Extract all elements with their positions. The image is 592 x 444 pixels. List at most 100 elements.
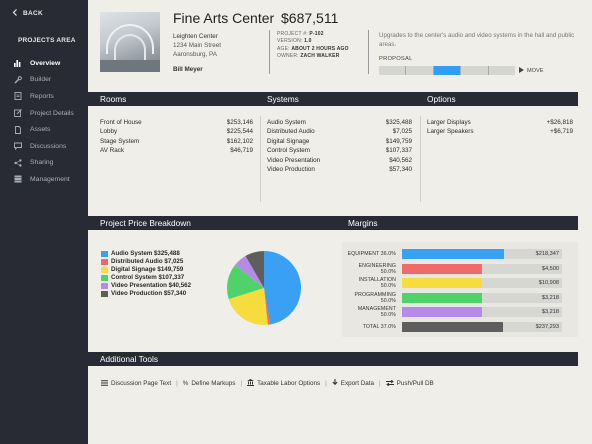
sidebar-item-sharing[interactable]: Sharing — [0, 155, 88, 172]
sidebar-item-discussions[interactable]: Discussions — [0, 138, 88, 155]
breakdown-pie-chart — [227, 251, 302, 325]
swap-icon — [385, 379, 394, 388]
address-city: Aaronsburg, PA — [173, 51, 217, 58]
legend-swatch — [101, 259, 108, 265]
list-item[interactable]: Video Presentation $40,562 — [267, 156, 412, 165]
sidebar-item-label: Project Details — [30, 109, 74, 117]
project-owner: ZACH WALKER — [300, 52, 340, 59]
legend-swatch — [101, 251, 108, 257]
margin-value: $237,293 — [535, 323, 559, 330]
sidebar-nav: Overview Builder Reports Project Details… — [0, 55, 88, 188]
sidebar-item-builder[interactable]: Builder — [0, 72, 88, 89]
system-value: $7,025 — [392, 128, 412, 136]
sidebar-item-overview[interactable]: Overview — [0, 55, 88, 72]
list-item[interactable]: Stage System $162,102 — [100, 137, 253, 146]
projects-area-title: PROJECTS AREA — [18, 37, 76, 44]
list-item[interactable]: Audio System $325,488 — [267, 118, 412, 127]
address-street: 1234 Main Street — [173, 42, 221, 49]
list-item[interactable]: Larger Speakers +$6,719 — [427, 127, 573, 136]
rooms-title: Rooms — [100, 94, 127, 104]
margin-bar-fill — [402, 321, 503, 332]
list-icon — [101, 379, 108, 388]
list-item[interactable]: Front of House $253,146 — [100, 118, 253, 127]
legend-label: Video Production $57,340 — [111, 290, 187, 297]
sidebar-item-label: Reports — [30, 92, 54, 100]
margin-bar-track: $10,908 — [402, 278, 562, 288]
back-button[interactable]: BACK — [12, 9, 43, 18]
database-icon — [14, 175, 22, 183]
room-value: $46,719 — [230, 147, 253, 155]
stage-segment-active — [433, 66, 462, 75]
legend-label: Distributed Audio $7,025 — [111, 258, 184, 265]
legend-item: Audio System $325,488 — [101, 250, 191, 258]
pencil-icon — [14, 109, 22, 118]
margin-value: $4,500 — [541, 265, 559, 272]
list-item[interactable]: Control System $107,337 — [267, 146, 412, 155]
column-divider — [420, 116, 421, 202]
list-item[interactable]: Video Production $57,340 — [267, 165, 412, 174]
pie-slice-4 — [235, 255, 264, 288]
meta-label: AGE: — [277, 45, 290, 52]
tools-row: Discussion Page Text | % Define Markups … — [101, 379, 434, 388]
define-markups-button[interactable]: % Define Markups — [183, 380, 236, 387]
option-value: +$26,818 — [546, 119, 573, 126]
document-icon — [14, 92, 22, 101]
pie-slice-2 — [228, 288, 268, 325]
list-item[interactable]: Distributed Audio $7,025 — [267, 127, 412, 136]
sidebar-item-management[interactable]: Management — [0, 171, 88, 188]
system-value: $325,488 — [385, 119, 412, 126]
move-stage-button[interactable]: MOVE — [519, 66, 543, 75]
sidebar: BACK PROJECTS AREA Overview Builder Repo… — [0, 0, 88, 444]
project-description: Upgrades to the center's audio and video… — [379, 32, 575, 48]
percent-icon: % — [182, 380, 189, 387]
margin-row: PROGRAMMING 50.0% $3,218 — [342, 292, 562, 304]
pie-slice-3 — [227, 264, 264, 300]
margin-value: $3,218 — [541, 309, 559, 315]
margins-title: Margins — [348, 218, 378, 228]
export-data-button[interactable]: Export Data — [332, 379, 374, 388]
list-item[interactable]: AV Rack $46,719 — [100, 146, 253, 155]
share-icon — [14, 159, 22, 167]
push-pull-db-button[interactable]: Push/Pull DB — [385, 379, 434, 388]
option-name: Larger Displays — [427, 119, 471, 126]
list-item[interactable]: Digital Signage $149,759 — [267, 137, 412, 146]
system-name: Digital Signage — [267, 137, 310, 145]
list-item[interactable]: Lobby $225,544 — [100, 127, 253, 136]
sidebar-item-label: Assets — [30, 126, 51, 134]
legend-item: Control System $107,337 — [101, 274, 191, 282]
margin-bar-track: $3,218 — [402, 307, 562, 317]
bank-icon — [247, 379, 255, 388]
project-price: $687,511 — [281, 10, 339, 26]
room-value: $253,146 — [226, 119, 253, 126]
taxable-labor-options-button[interactable]: Taxable Labor Options — [247, 379, 320, 388]
pie-slice-0 — [264, 251, 302, 325]
margin-label: EQUIPMENT 36.0% — [347, 251, 396, 257]
margin-bar-track: $3,218 — [402, 292, 562, 303]
meta-label: PROJECT #: — [277, 31, 308, 37]
stage-progress — [379, 66, 515, 75]
sidebar-item-project-details[interactable]: Project Details — [0, 105, 88, 122]
room-name: Lobby — [100, 128, 118, 136]
file-icon — [14, 125, 22, 134]
margin-label: MANAGEMENT 50.0% — [357, 306, 396, 318]
legend-swatch — [101, 275, 108, 281]
margin-row: TOTAL 37.0% $237,293 — [342, 321, 562, 332]
room-value: $162,102 — [226, 137, 253, 145]
tool-label: Push/Pull DB — [396, 380, 434, 387]
breakdown-legend: Audio System $325,488 Distributed Audio … — [101, 250, 191, 298]
project-age: ABOUT 2 HOURS AGO — [291, 45, 349, 52]
system-value: $149,759 — [385, 137, 412, 145]
legend-label: Audio System $325,488 — [111, 250, 180, 257]
legend-label: Digital Signage $149,759 — [111, 266, 184, 273]
tool-label: Discussion Page Text — [111, 380, 172, 387]
legend-item: Video Presentation $40,562 — [101, 282, 191, 290]
sidebar-item-assets[interactable]: Assets — [0, 121, 88, 138]
margin-row: MANAGEMENT 50.0% $3,218 — [342, 306, 562, 318]
sidebar-item-reports[interactable]: Reports — [0, 88, 88, 105]
discussion-page-text-button[interactable]: Discussion Page Text — [101, 379, 172, 388]
meta-label: VERSION: — [277, 38, 303, 45]
legend-label: Video Presentation $40,562 — [111, 282, 192, 289]
project-version: 1.0 — [304, 38, 312, 45]
list-item[interactable]: Larger Displays +$26,818 — [427, 118, 573, 127]
sidebar-item-label: Overview — [30, 59, 61, 67]
